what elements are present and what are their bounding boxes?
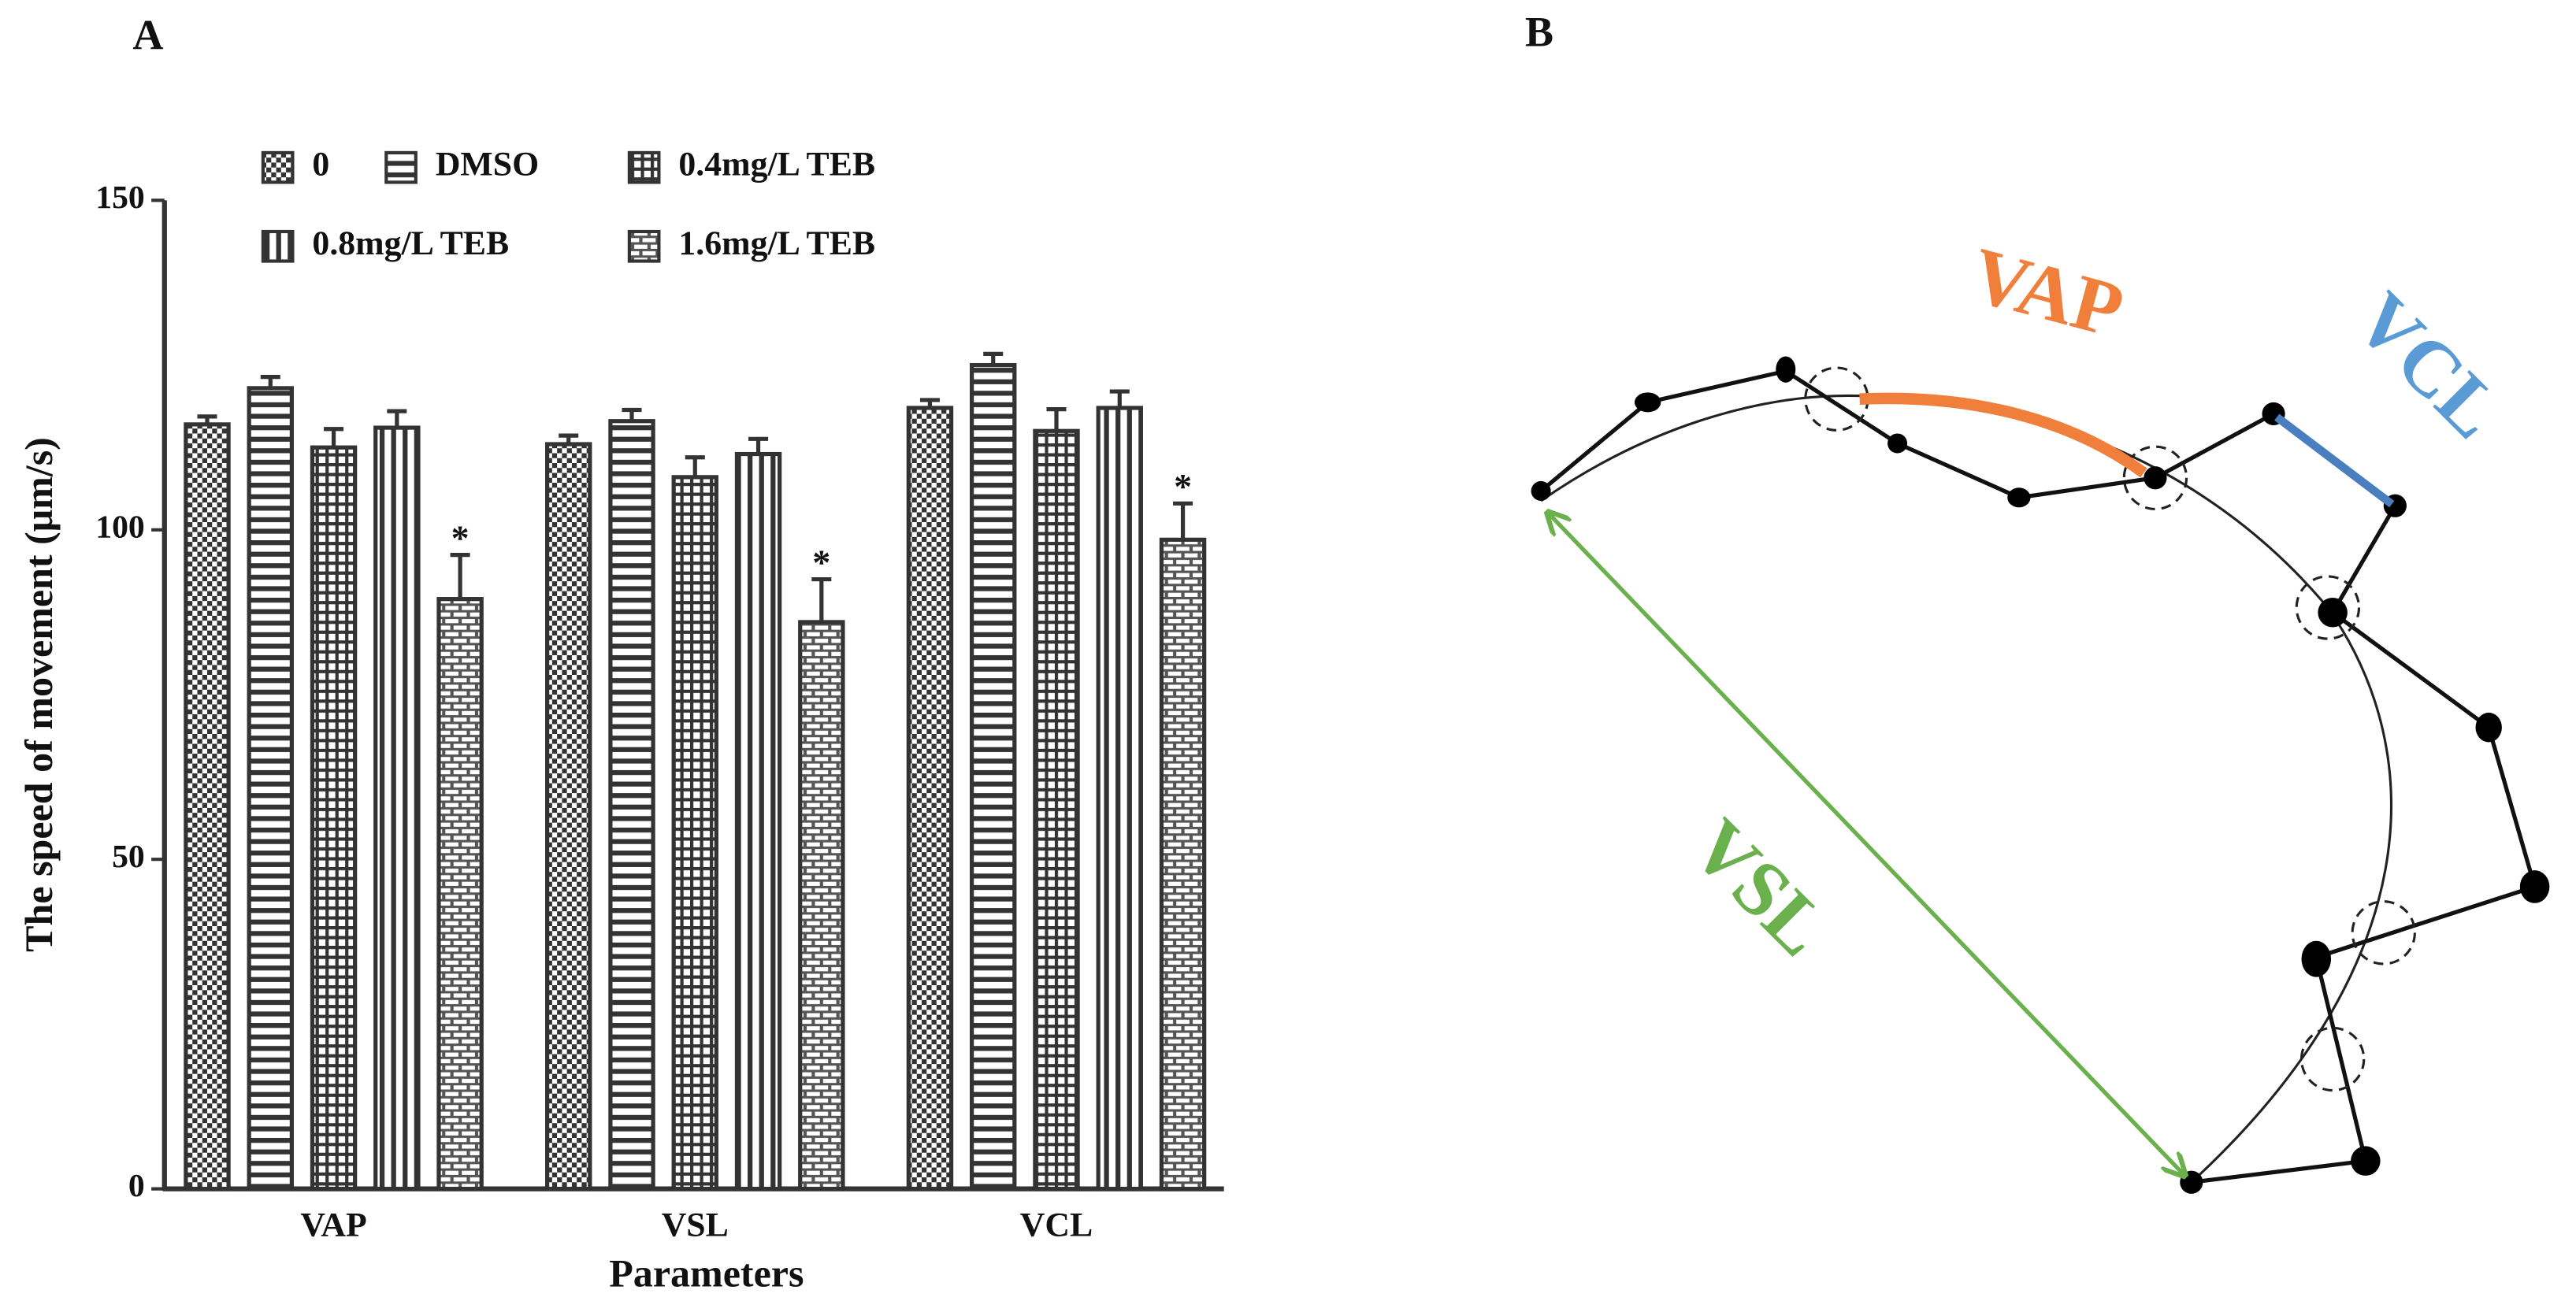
bar	[671, 475, 718, 1192]
vap-label: VAP	[1962, 231, 2132, 354]
bar	[734, 451, 782, 1192]
bar	[545, 442, 592, 1192]
y-tick-label: 100	[95, 509, 145, 545]
panel-label: B	[1525, 8, 1553, 55]
bar	[1096, 406, 1143, 1192]
legend-swatch	[384, 150, 418, 184]
average-path	[1540, 394, 2393, 1184]
significance-mark: *	[1174, 466, 1192, 506]
panel-label: A	[132, 11, 163, 58]
bar	[1033, 428, 1080, 1192]
bar	[906, 406, 954, 1192]
y-axis-label: The speed of movement (μm/s)	[17, 437, 61, 952]
legend-label: 1.6mg/L TEB	[678, 224, 875, 262]
diagram: B VAP VCL VSL	[1525, 8, 2550, 1194]
bar-chart: A Parameters The speed of movement (μm/s…	[17, 11, 1224, 1295]
bar	[798, 620, 845, 1192]
bar	[184, 422, 231, 1192]
bar	[436, 597, 484, 1192]
bar	[373, 425, 421, 1192]
vcl-label: VCL	[2339, 276, 2518, 455]
x-tick-label: VAP	[300, 1206, 366, 1244]
y-tick-label: 50	[112, 839, 145, 875]
vsl-arrow	[1547, 513, 2184, 1176]
legend-label: 0.4mg/L TEB	[678, 146, 875, 183]
trajectory	[1539, 369, 2537, 1184]
legend-label: 0.8mg/L TEB	[312, 224, 509, 262]
track-points	[1531, 356, 2550, 1194]
vsl-label: VSL	[1676, 802, 1846, 973]
legend-label: DMSO	[436, 146, 539, 183]
y-tick-label: 0	[128, 1168, 145, 1204]
y-tick-label: 150	[95, 180, 145, 216]
bar	[608, 419, 655, 1192]
vcl-segment	[2274, 413, 2395, 508]
legend-swatch	[627, 229, 661, 263]
vap-segment	[1859, 392, 2147, 478]
legend-swatch	[261, 150, 295, 184]
legend-label: 0	[312, 146, 329, 183]
legend-swatch	[627, 150, 661, 184]
bar	[970, 362, 1017, 1192]
bar	[310, 445, 358, 1192]
bar	[247, 386, 294, 1192]
bar	[1159, 537, 1207, 1192]
x-axis-label: Parameters	[609, 1251, 804, 1295]
significance-mark: *	[812, 542, 830, 582]
x-tick-label: VSL	[662, 1206, 729, 1244]
significance-mark: *	[451, 517, 470, 558]
x-tick-label: VCL	[1020, 1206, 1093, 1244]
legend-swatch	[261, 229, 295, 263]
